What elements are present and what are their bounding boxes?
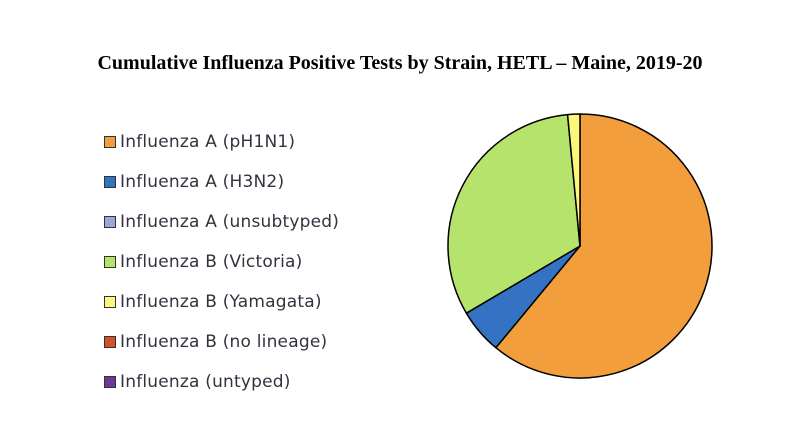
legend-swatch	[104, 336, 116, 348]
legend-label: Influenza A (unsubtyped)	[120, 212, 340, 232]
legend-swatch	[104, 216, 116, 228]
legend-swatch	[104, 136, 116, 148]
legend-label: Influenza A (H3N2)	[120, 172, 285, 192]
pie-slice	[566, 113, 581, 247]
legend-item: Influenza A (pH1N1)	[104, 122, 339, 162]
legend-swatch	[104, 376, 116, 388]
chart-title: Cumulative Influenza Positive Tests by S…	[97, 52, 703, 74]
pie-slice	[495, 113, 713, 379]
legend-label: Influenza B (Victoria)	[120, 252, 303, 272]
legend: Influenza A (pH1N1) Influenza A (H3N2) I…	[104, 122, 339, 402]
pie-slice	[447, 113, 581, 314]
legend-label: Influenza B (Yamagata)	[120, 292, 322, 312]
legend-swatch	[104, 296, 116, 308]
legend-item: Influenza (untyped)	[104, 362, 339, 402]
legend-swatch	[104, 176, 116, 188]
legend-item: Influenza B (Victoria)	[104, 242, 339, 282]
legend-item: Influenza A (unsubtyped)	[104, 202, 339, 242]
legend-item: Influenza B (no lineage)	[104, 322, 339, 362]
legend-label: Influenza A (pH1N1)	[120, 132, 296, 152]
pie-chart	[447, 113, 713, 379]
legend-label: Influenza (untyped)	[120, 372, 291, 392]
legend-label: Influenza B (no lineage)	[120, 332, 328, 352]
legend-swatch	[104, 256, 116, 268]
legend-item: Influenza B (Yamagata)	[104, 282, 339, 322]
legend-item: Influenza A (H3N2)	[104, 162, 339, 202]
